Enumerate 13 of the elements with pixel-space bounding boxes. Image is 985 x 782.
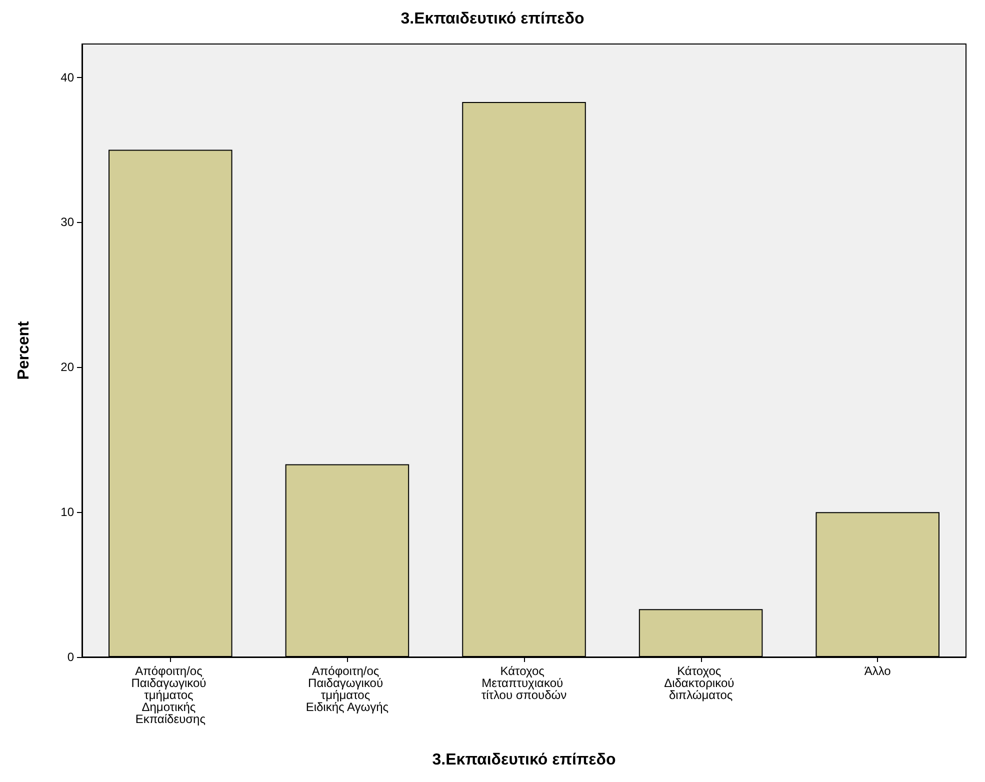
y-tick-label: 10 xyxy=(60,505,74,520)
y-axis-title: Percent xyxy=(16,320,32,380)
x-tick-label: Κάτοχος Διδακτορικού διπλώματος xyxy=(664,664,738,702)
chart-title: 3.Εκπαιδευτικό επίπεδο xyxy=(400,10,584,28)
y-tick-label: 20 xyxy=(60,360,74,374)
x-tick-label: Άλλο xyxy=(864,664,892,678)
y-tick-label: 0 xyxy=(67,650,74,664)
x-tick-label: Απόφοιτη/ος Παιδαγωγικού τμήματος Ειδικής Αγωγής xyxy=(306,664,389,714)
x-tick-label: Απόφοιτη/ος Παιδαγωγικού τμήματος Δημοτικής Εκπαίδευσης xyxy=(131,664,210,726)
x-axis-title: 3.Εκπαιδευτικό επίπεδο xyxy=(432,752,616,768)
y-tick-label: 40 xyxy=(60,70,74,84)
x-tick-label: Κάτοχος Μεταπτυχιακού τίτλου σπουδών xyxy=(481,664,567,702)
y-tick-label: 30 xyxy=(60,215,74,230)
